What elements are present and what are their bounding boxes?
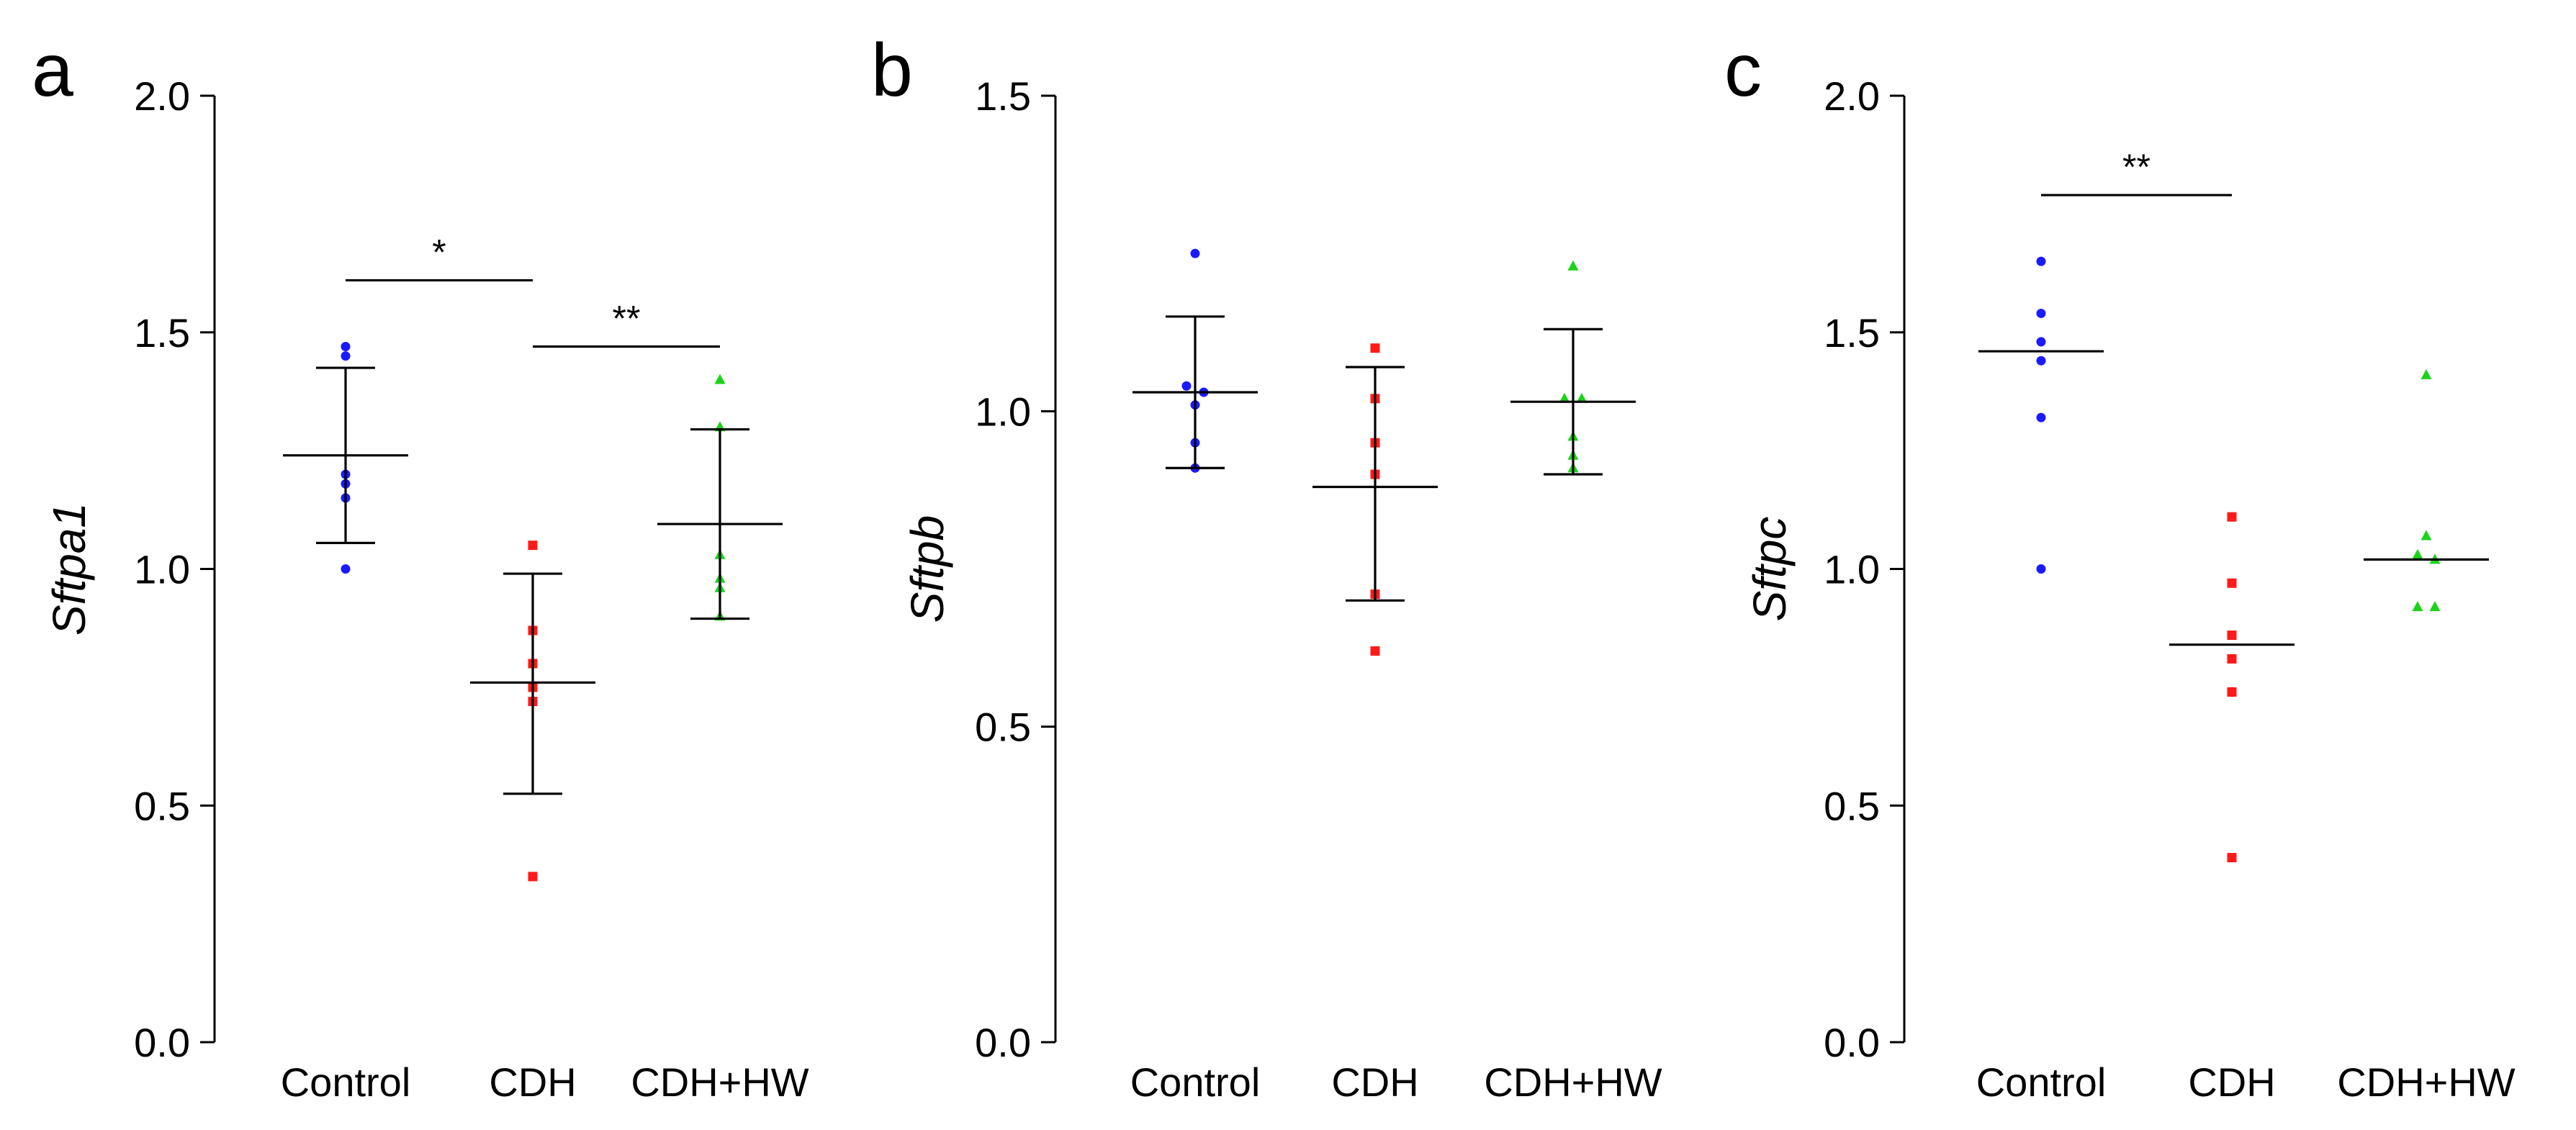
y-tick-label: 0.5 [134, 783, 190, 828]
data-point [2420, 530, 2432, 541]
y-tick-label: 1.5 [1824, 310, 1880, 356]
y-tick-label: 1.5 [975, 73, 1031, 119]
y-tick-label: 0.5 [975, 705, 1031, 750]
data-point [528, 541, 538, 551]
data-point [341, 351, 351, 361]
y-axis-label: Sftpa1 [43, 502, 95, 636]
x-category-label: CDH [489, 1059, 576, 1105]
y-tick-label: 0.0 [975, 1020, 1031, 1065]
y-axis-label: Sftpc [1744, 517, 1796, 622]
y-axis-label: Sftpb [901, 515, 953, 623]
y-tick-label: 1.5 [134, 310, 190, 356]
data-point [1181, 381, 1192, 391]
x-category-label: CDH+HW [2337, 1059, 2515, 1105]
data-point [2412, 548, 2423, 559]
panel-c: c Sftpc 0.0 0.5 1.0 1.5 2.0 Control CDH CDH+HW ** [1724, 29, 2516, 1105]
x-category-label: CDH+HW [631, 1059, 809, 1105]
x-category-label: Control [1130, 1059, 1261, 1105]
x-category-label: CDH [1331, 1059, 1418, 1105]
x-category-label: CDH+HW [1484, 1059, 1662, 1105]
data-point [1559, 392, 1570, 403]
data-point [2036, 308, 2046, 318]
data-point [2429, 601, 2441, 612]
data-point [2227, 630, 2237, 641]
data-point [2420, 369, 2432, 379]
significance-label: ** [613, 298, 641, 338]
data-point [2036, 356, 2046, 366]
x-category-label: Control [281, 1059, 411, 1105]
data-point [341, 341, 351, 351]
data-point [2227, 853, 2237, 863]
data-point [2227, 654, 2237, 664]
panel-letter: a [32, 29, 73, 112]
data-point [2036, 564, 2046, 574]
y-tick-label: 2.0 [134, 73, 190, 119]
data-point [2036, 412, 2046, 422]
y-tick-label: 1.0 [975, 389, 1031, 434]
data-point [341, 564, 351, 574]
data-point [1576, 392, 1588, 403]
data-point [1370, 646, 1380, 656]
data-point [714, 374, 726, 384]
y-tick-label: 0.0 [1824, 1020, 1880, 1065]
significance-label: ** [2122, 147, 2151, 187]
data-point [1567, 260, 1579, 271]
data-point [1370, 343, 1380, 353]
panel-letter: b [871, 29, 913, 112]
data-point [2036, 337, 2046, 347]
panel-b: b Sftpb 0.0 0.5 1.0 1.5 Control CDH CDH+HW [871, 29, 1662, 1105]
y-tick-label: 0.0 [134, 1020, 190, 1065]
x-category-label: CDH [2188, 1059, 2275, 1105]
data-point [1190, 248, 1200, 258]
y-tick-label: 1.0 [1824, 547, 1880, 592]
significance-label: * [432, 232, 446, 272]
panel-letter: c [1724, 29, 1762, 112]
data-point [2227, 512, 2237, 522]
data-point [528, 872, 538, 882]
y-tick-label: 0.5 [1824, 783, 1880, 828]
data-point [2227, 687, 2237, 697]
data-point [2036, 256, 2046, 266]
y-tick-label: 2.0 [1824, 73, 1880, 119]
data-point [2412, 601, 2423, 612]
y-tick-label: 1.0 [134, 547, 190, 592]
x-category-label: Control [1976, 1059, 2107, 1105]
data-point [2227, 578, 2237, 588]
